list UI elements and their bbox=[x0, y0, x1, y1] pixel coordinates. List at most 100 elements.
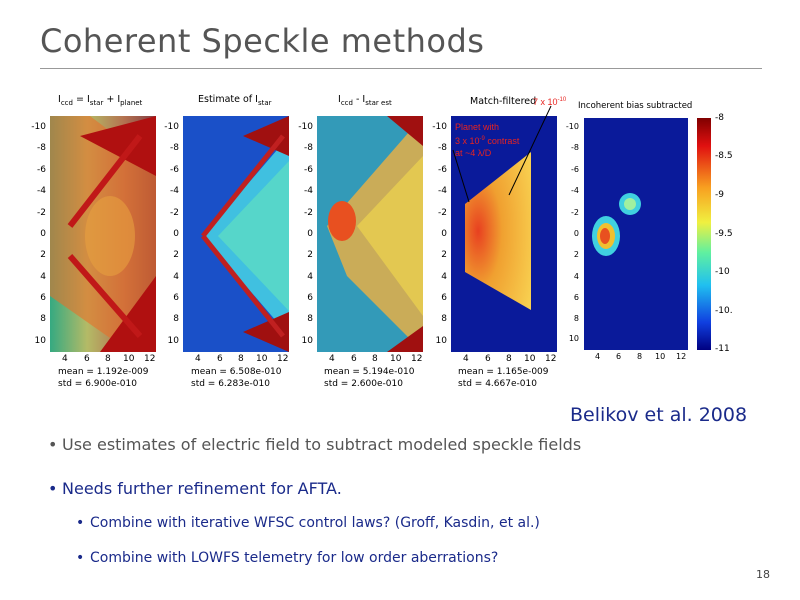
ytick: -2 bbox=[438, 208, 447, 218]
annotation-arrows bbox=[452, 105, 552, 203]
xtick: 8 bbox=[238, 354, 244, 364]
xtick: 6 bbox=[616, 352, 622, 361]
ytick: 2 bbox=[307, 250, 313, 260]
panel-5-image bbox=[584, 118, 688, 350]
xtick: 10 bbox=[123, 354, 135, 364]
ytick: -2 bbox=[37, 208, 46, 218]
ytick: 8 bbox=[307, 314, 313, 324]
xtick: 10 bbox=[524, 354, 536, 364]
colorbar-label: -10 bbox=[715, 267, 730, 277]
xtick: 8 bbox=[372, 354, 378, 364]
ytick: 6 bbox=[40, 293, 46, 303]
xtick: 8 bbox=[637, 352, 643, 361]
ytick: 10 bbox=[301, 336, 313, 346]
planet-line-2: 3 x 10-9 contrast bbox=[455, 136, 520, 146]
page-title: Coherent Speckle methods bbox=[40, 22, 485, 60]
panel-5-title: Incoherent bias subtracted bbox=[578, 101, 693, 111]
xtick: 6 bbox=[351, 354, 357, 364]
bullet-1: • Use estimates of electric field to subt… bbox=[48, 435, 581, 454]
xtick: 6 bbox=[485, 354, 491, 364]
ytick: 4 bbox=[307, 272, 313, 282]
xtick: 12 bbox=[676, 352, 687, 361]
ytick: 0 bbox=[573, 229, 579, 238]
ytick: -10 bbox=[565, 122, 579, 131]
ytick: -2 bbox=[304, 208, 313, 218]
colorbar-label: -11 bbox=[715, 344, 730, 354]
ytick: 10 bbox=[568, 334, 579, 343]
ytick: 4 bbox=[173, 272, 179, 282]
ytick: -6 bbox=[438, 165, 447, 175]
ytick: 2 bbox=[40, 250, 46, 260]
panel-2-mean: mean = 6.508e-010 bbox=[191, 367, 282, 377]
panel-4-image bbox=[451, 116, 557, 352]
panel-1-title: Iccd = Istar + Iplanet bbox=[58, 94, 143, 107]
ytick: -6 bbox=[304, 165, 313, 175]
ytick: 2 bbox=[173, 250, 179, 260]
panel-1-mean: mean = 1.192e-009 bbox=[58, 367, 149, 377]
planet-annotation: Planet with 3 x 10-9 contrast at ~4 λ/D bbox=[455, 121, 519, 159]
sub-bullet-2: • Combine with LOWFS telemetry for low or… bbox=[76, 550, 498, 566]
xtick: 4 bbox=[62, 354, 68, 364]
bullet-2: • Needs further refinement for AFTA. bbox=[48, 479, 342, 498]
ytick: -2 bbox=[170, 208, 179, 218]
ytick: 2 bbox=[573, 250, 579, 259]
ytick: 0 bbox=[441, 229, 447, 239]
colorbar-label: -8.5 bbox=[715, 151, 733, 161]
ytick: -10 bbox=[31, 122, 46, 132]
sub-bullet-1: • Combine with iterative WFSC control law… bbox=[76, 515, 540, 531]
ytick: -4 bbox=[304, 186, 313, 196]
bullet-1-text: Use estimates of electric field to subtr… bbox=[62, 435, 582, 454]
ytick: -8 bbox=[170, 143, 179, 153]
xtick: 6 bbox=[217, 354, 223, 364]
bullet-dot: • bbox=[76, 550, 85, 566]
bullet-2-text: Needs further refinement for AFTA. bbox=[62, 479, 342, 498]
arrow-line bbox=[508, 105, 552, 196]
xtick: 10 bbox=[256, 354, 268, 364]
ytick: 4 bbox=[40, 272, 46, 282]
ytick: -10 bbox=[164, 122, 179, 132]
panel-4-std: std = 4.667e-010 bbox=[458, 379, 537, 389]
ytick: -8 bbox=[37, 143, 46, 153]
xtick: 12 bbox=[144, 354, 156, 364]
ytick: 0 bbox=[173, 229, 179, 239]
ytick: 6 bbox=[573, 293, 579, 302]
ytick: 8 bbox=[441, 314, 447, 324]
ytick: 8 bbox=[40, 314, 46, 324]
ytick: -10 bbox=[298, 122, 313, 132]
colorbar-label: -9.5 bbox=[715, 229, 733, 239]
ytick: -6 bbox=[37, 165, 46, 175]
colorbar-gradient bbox=[697, 118, 711, 350]
ytick: -8 bbox=[571, 143, 579, 152]
ytick: 6 bbox=[307, 293, 313, 303]
arrow-line bbox=[452, 149, 470, 203]
ytick: -10 bbox=[432, 122, 447, 132]
ytick: 0 bbox=[40, 229, 46, 239]
panel-4-mean: mean = 1.165e-009 bbox=[458, 367, 549, 377]
ytick: 10 bbox=[34, 336, 46, 346]
citation: Belikov et al. 2008 bbox=[570, 404, 748, 426]
ytick: -4 bbox=[438, 186, 447, 196]
ytick: 8 bbox=[573, 314, 579, 323]
colorbar-label: -10. bbox=[715, 306, 733, 316]
planet-line-1: Planet with bbox=[455, 122, 500, 132]
sub-bullet-1-text: Combine with iterative WFSC control laws… bbox=[90, 515, 540, 531]
colorbar-label: -8 bbox=[715, 113, 724, 123]
xtick: 12 bbox=[411, 354, 423, 364]
xtick: 4 bbox=[329, 354, 335, 364]
ytick: 2 bbox=[441, 250, 447, 260]
xtick: 8 bbox=[506, 354, 512, 364]
title-divider bbox=[40, 68, 762, 69]
xtick: 8 bbox=[105, 354, 111, 364]
xtick: 6 bbox=[84, 354, 90, 364]
xtick: 10 bbox=[390, 354, 402, 364]
ytick: -6 bbox=[571, 165, 579, 174]
ytick: 0 bbox=[307, 229, 313, 239]
contrast-label: 7 x 10-10 bbox=[533, 97, 567, 107]
panel-2-image bbox=[183, 116, 289, 352]
sub-bullet-2-text: Combine with LOWFS telemetry for low ord… bbox=[90, 550, 499, 566]
ytick: -4 bbox=[170, 186, 179, 196]
ytick: 6 bbox=[173, 293, 179, 303]
bullet-dot: • bbox=[48, 479, 58, 498]
panel-3-std: std = 2.600e-010 bbox=[324, 379, 403, 389]
xtick: 10 bbox=[655, 352, 666, 361]
